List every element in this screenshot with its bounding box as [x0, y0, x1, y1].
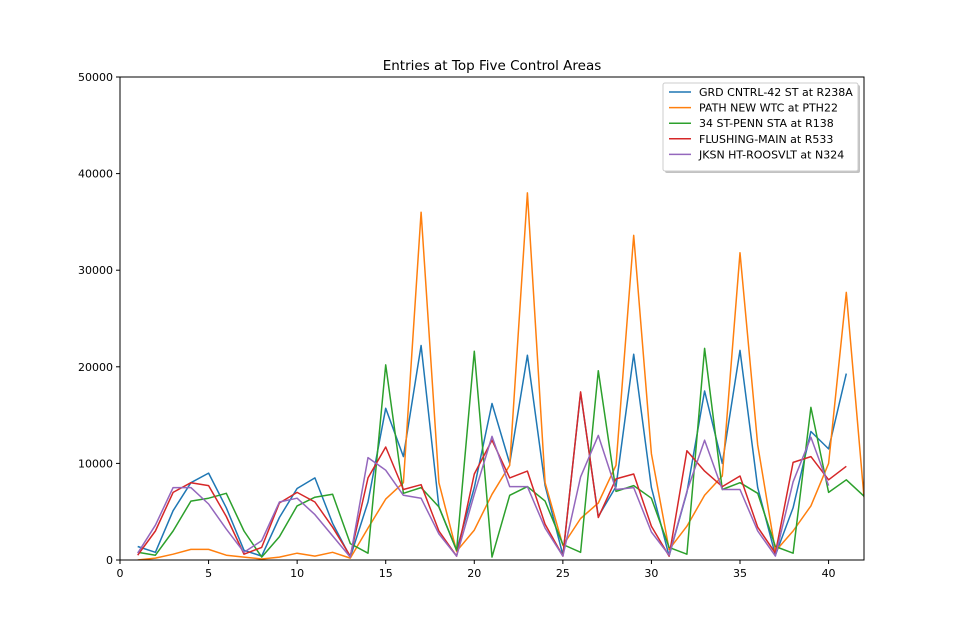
y-tick-label: 0 — [106, 554, 113, 567]
series-layer — [137, 192, 864, 560]
legend-entry: 34 ST-PENN STA at R138 — [699, 117, 834, 130]
legend-entry: FLUSHING-MAIN at R533 — [699, 133, 833, 146]
legend-entry: JKSN HT-ROOSVLT at N324 — [698, 148, 844, 161]
y-tick-label: 40000 — [78, 168, 113, 181]
x-tick-label: 15 — [379, 567, 393, 580]
y-tick-label: 20000 — [78, 361, 113, 374]
x-axis: 0 5 10 15 20 25 30 35 40 — [117, 560, 836, 580]
y-axis: 0 10000 20000 30000 40000 50000 — [78, 71, 120, 567]
y-tick-label: 10000 — [78, 457, 113, 470]
x-tick-label: 5 — [205, 567, 212, 580]
x-tick-label: 30 — [644, 567, 658, 580]
x-tick-label: 10 — [290, 567, 304, 580]
chart-title: Entries at Top Five Control Areas — [383, 58, 602, 74]
legend-entry: PATH NEW WTC at PTH22 — [699, 102, 838, 115]
legend: GRD CNTRL-42 ST at R238A PATH NEW WTC at … — [662, 82, 860, 173]
legend-entry: GRD CNTRL-42 ST at R238A — [699, 86, 853, 99]
series-line-5 — [137, 434, 830, 558]
series-line-1 — [137, 344, 848, 558]
series-line-4 — [137, 391, 847, 557]
x-tick-label: 0 — [117, 567, 124, 580]
x-tick-label: 25 — [556, 567, 570, 580]
x-tick-label: 40 — [822, 567, 836, 580]
x-tick-label: 20 — [467, 567, 481, 580]
legend-box — [662, 82, 859, 172]
series-line-2 — [137, 192, 864, 560]
plot-frame — [119, 76, 865, 561]
y-tick-label: 50000 — [78, 71, 113, 84]
y-tick-label: 30000 — [78, 264, 113, 277]
x-tick-label: 35 — [733, 567, 747, 580]
